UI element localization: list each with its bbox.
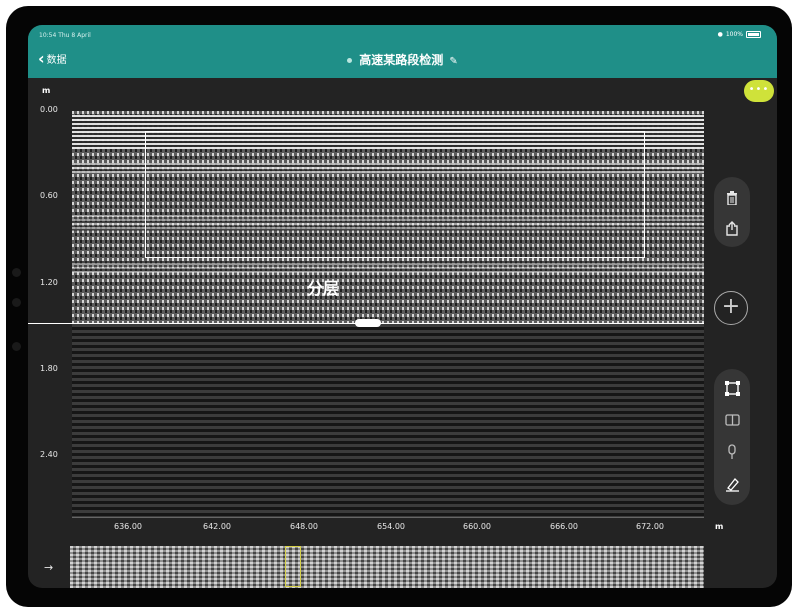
edit-toolbar (714, 177, 750, 247)
status-indicators: ● 100% (718, 31, 761, 38)
battery-percent: 100% (725, 31, 743, 38)
y-tick-label: 0.60 (40, 191, 58, 200)
x-tick-label: 654.00 (377, 522, 405, 531)
side-button (12, 342, 21, 351)
pencil-icon[interactable]: ✎ (449, 56, 458, 67)
arrow-right-icon[interactable]: → (44, 561, 54, 574)
navigation-bar: 10:54 Thu 8 April ● 100% ‹ 数据 高速某路段检测 ✎ (28, 25, 777, 78)
pen-icon (725, 477, 739, 492)
selection-frame-icon (724, 380, 740, 396)
battery-icon (746, 31, 761, 38)
back-button[interactable]: ‹ 数据 (38, 48, 67, 68)
app-screen: 10:54 Thu 8 April ● 100% ‹ 数据 高速某路段检测 ✎ •… (28, 25, 777, 588)
layer-selection-box[interactable] (145, 131, 645, 258)
radargram-upper-section (72, 111, 704, 324)
page-title: 高速某路段检测 (359, 53, 444, 67)
share-button[interactable] (714, 215, 750, 241)
y-axis-unit: m (42, 86, 51, 95)
add-button[interactable]: + (714, 291, 748, 325)
radargram-lower-section (72, 324, 704, 517)
plus-icon: + (721, 294, 741, 319)
annotate-tool[interactable] (714, 471, 750, 497)
trash-icon (727, 191, 737, 205)
x-tick-label: 648.00 (290, 522, 318, 531)
divider-drag-handle[interactable] (355, 319, 381, 327)
marker-tool[interactable] (714, 439, 750, 465)
ellipsis-icon: ••• (748, 84, 770, 95)
x-tick-label: 636.00 (114, 522, 142, 531)
overview-strip[interactable] (70, 546, 704, 588)
x-tick-label: 642.00 (203, 522, 231, 531)
overview-texture (70, 546, 704, 588)
status-dot-icon (347, 58, 353, 63)
status-time-date: 10:54 Thu 8 April (39, 32, 91, 39)
radargram-canvas[interactable] (72, 111, 704, 517)
select-tool[interactable] (714, 375, 750, 401)
radargram-texture-upper (72, 111, 704, 324)
x-tick-label: 660.00 (463, 522, 491, 531)
y-tick-label: 0.00 (40, 105, 58, 114)
pin-icon (728, 444, 736, 459)
x-axis-unit: m (715, 522, 724, 531)
x-tick-label: 666.00 (550, 522, 578, 531)
more-button[interactable]: ••• (744, 80, 774, 102)
delete-button[interactable] (714, 185, 750, 211)
y-tick-label: 1.20 (40, 278, 58, 287)
side-button (12, 268, 21, 277)
radargram-texture-lower (72, 324, 704, 517)
back-label: 数据 (46, 55, 67, 66)
side-button (12, 298, 21, 307)
chevron-left-icon: ‹ (38, 48, 45, 68)
wifi-icon: ● (717, 31, 723, 38)
page-title-group: 高速某路段检测 ✎ (28, 51, 777, 68)
share-icon (726, 220, 738, 236)
y-tick-label: 1.80 (40, 364, 58, 373)
overview-viewport-window[interactable] (285, 546, 301, 587)
x-axis-line (72, 517, 704, 518)
x-tick-label: 672.00 (636, 522, 664, 531)
split-view-icon (724, 414, 740, 426)
compare-tool[interactable] (714, 407, 750, 433)
layer-label: 分层 (307, 279, 340, 298)
tool-palette (714, 369, 750, 505)
y-tick-label: 2.40 (40, 450, 58, 459)
